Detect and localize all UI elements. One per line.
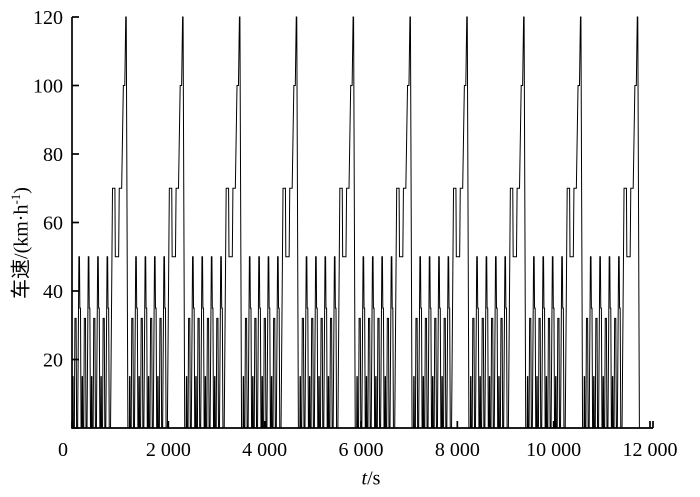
speed-trace-line bbox=[72, 16, 650, 429]
y-axis-title-superscript: -1 bbox=[7, 193, 23, 205]
x-tick-label: 2 000 bbox=[146, 439, 191, 461]
x-axis-title-variable: t bbox=[361, 467, 368, 490]
y-tick-label: 100 bbox=[33, 75, 63, 97]
x-tick-label: 4 000 bbox=[242, 439, 287, 461]
x-tick-label: 6 000 bbox=[339, 439, 384, 461]
y-tick-label: 40 bbox=[43, 281, 63, 303]
x-tick-label: 8 000 bbox=[435, 439, 480, 461]
x-tick-label: 12 000 bbox=[623, 439, 678, 461]
tick-labels: 20 40 60 80 100 120 0 2 000 4 000 6 000 8 000 10 00… bbox=[33, 7, 678, 461]
y-axis-title-text: 车速/(km·h bbox=[10, 204, 33, 299]
y-axis-title-close: ) bbox=[10, 187, 33, 194]
x-tick-label: 0 bbox=[58, 439, 68, 461]
y-tick-label: 60 bbox=[43, 212, 63, 234]
x-tick-label: 10 000 bbox=[526, 439, 581, 461]
y-tick-label: 80 bbox=[43, 144, 63, 166]
x-axis-title: t/s bbox=[362, 468, 381, 491]
x-axis-title-unit: /s bbox=[367, 467, 381, 490]
y-tick-label: 20 bbox=[43, 349, 63, 371]
y-tick-label: 120 bbox=[33, 7, 63, 29]
axes bbox=[71, 16, 654, 429]
y-axis-title: 车速/(km·h-1) bbox=[5, 187, 34, 299]
